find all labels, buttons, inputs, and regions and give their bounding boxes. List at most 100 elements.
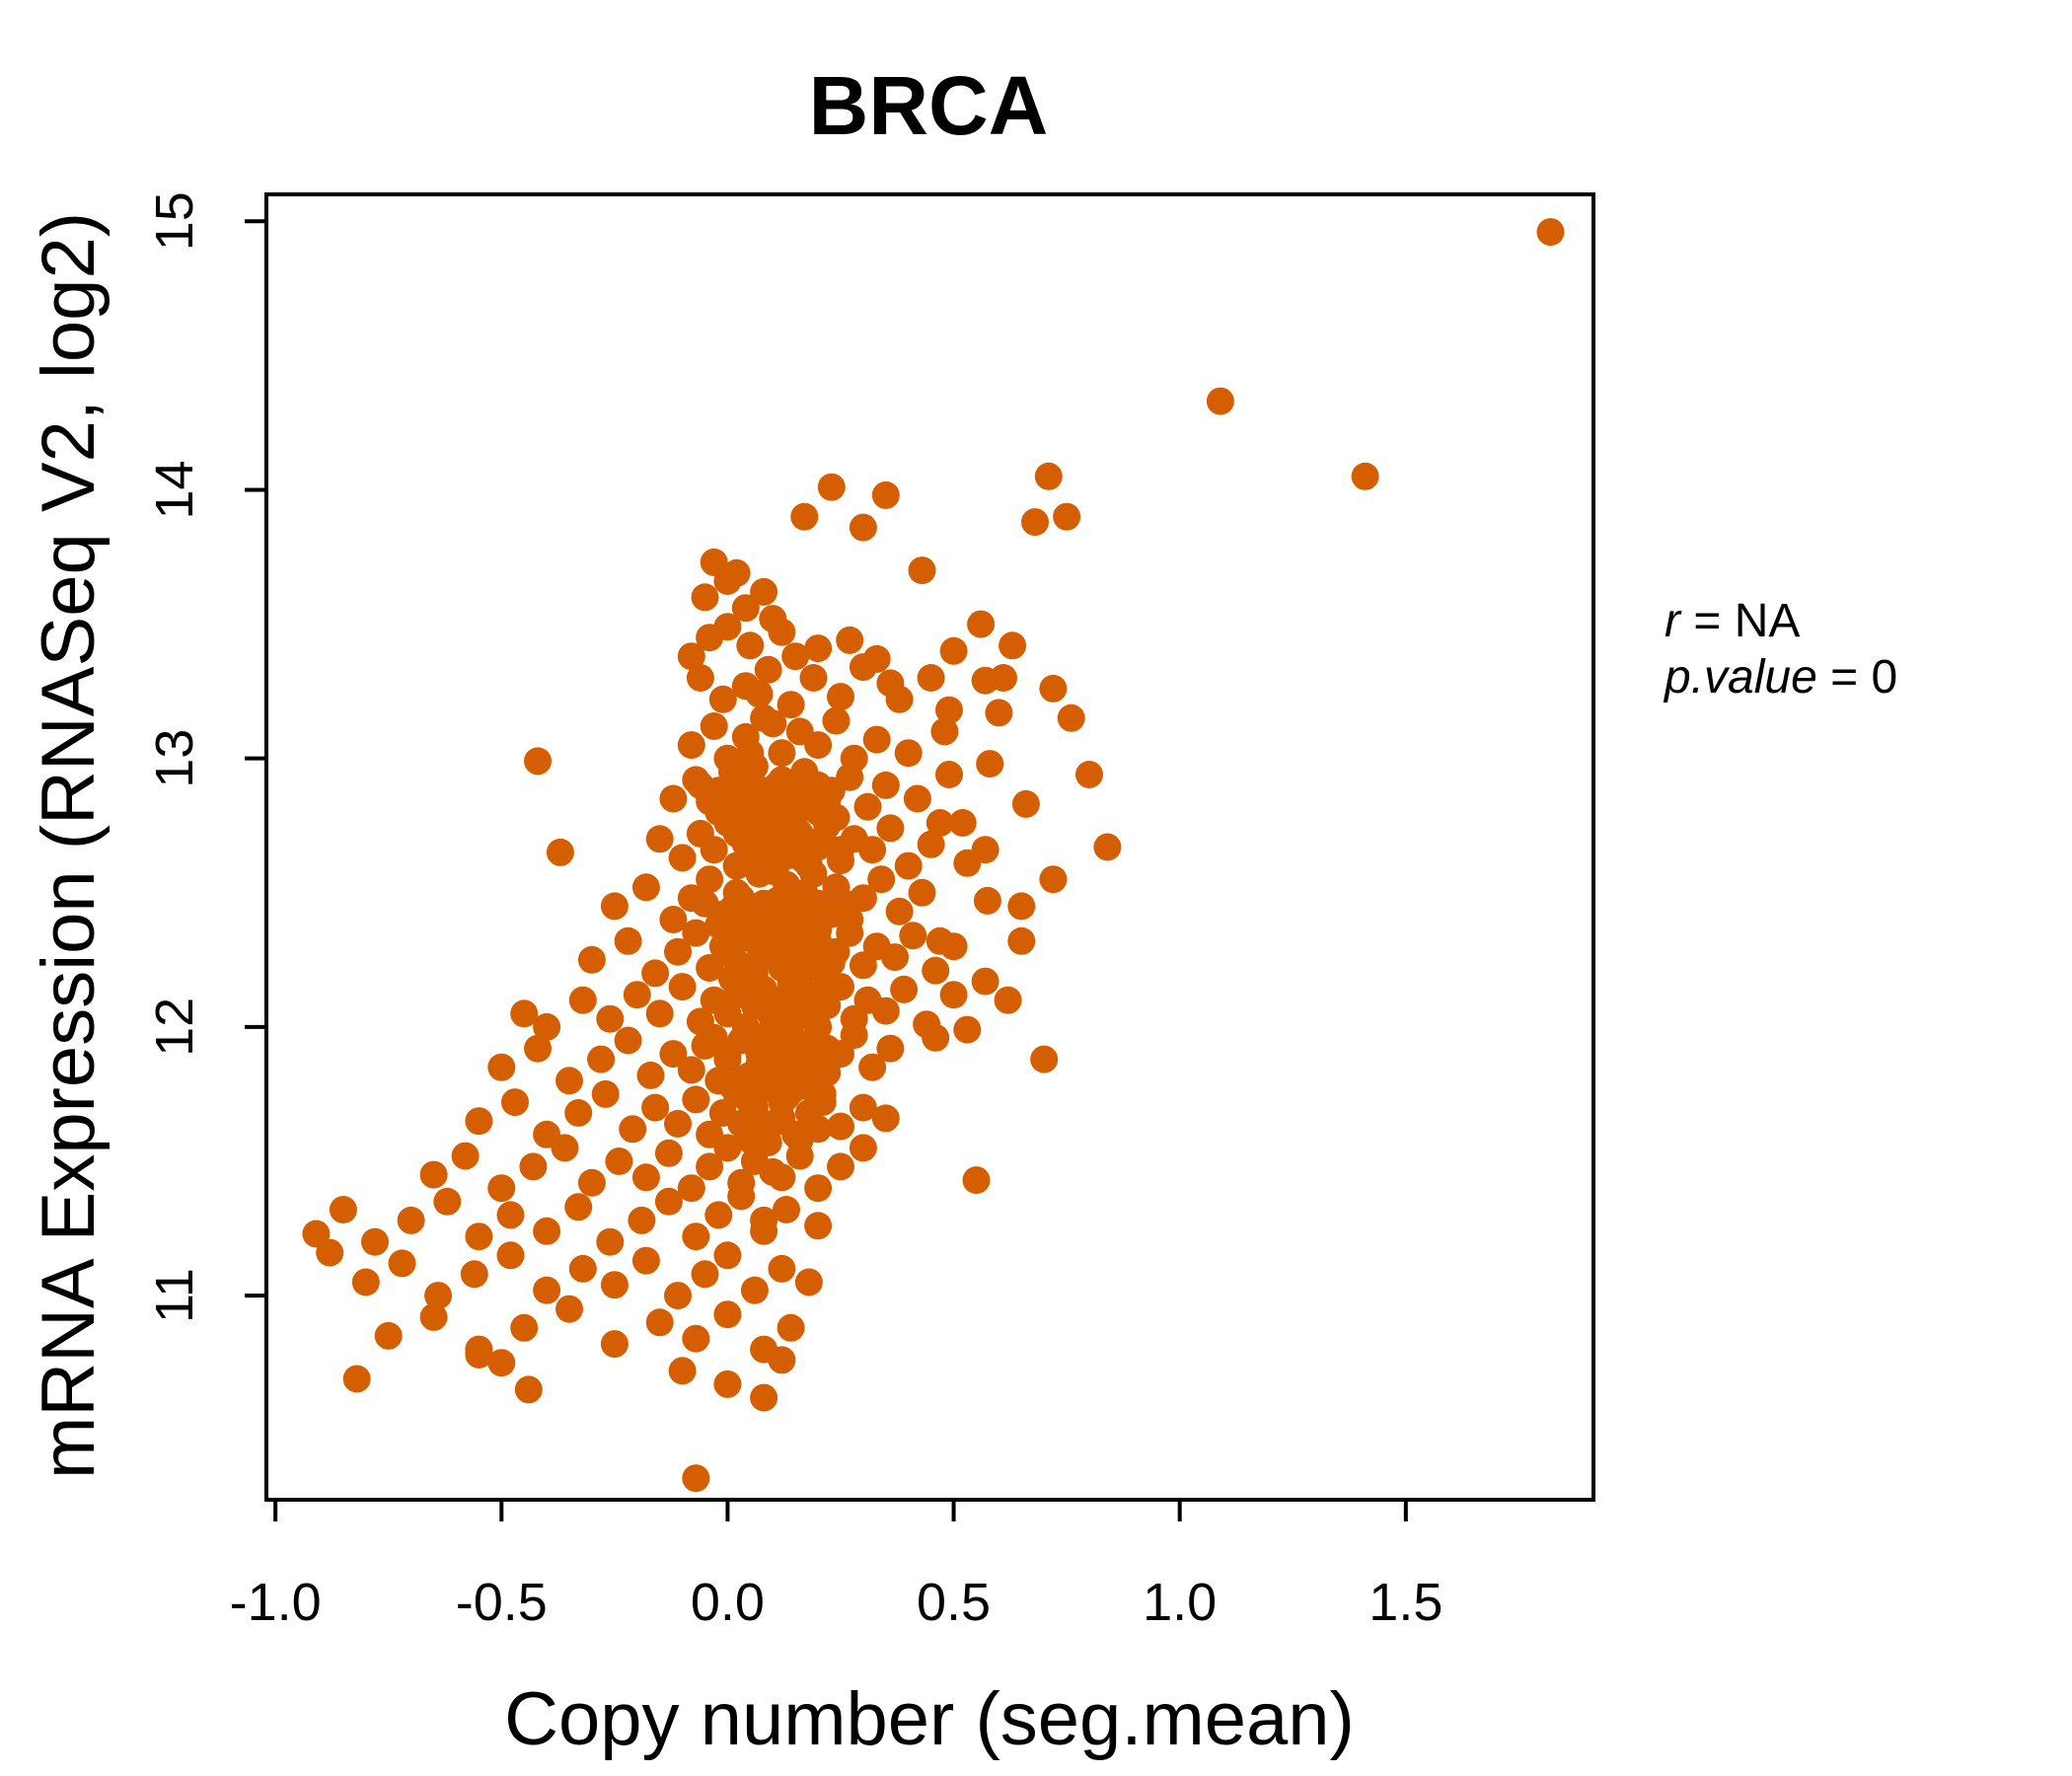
data-point xyxy=(871,481,900,509)
axes-layer: -1.0 -0.5 0.0 0.5 1.0 1.5 11 12 13 14 15 xyxy=(145,191,1443,1632)
data-point xyxy=(533,1012,561,1041)
data-point xyxy=(750,1120,778,1148)
data-point xyxy=(990,664,1017,692)
data-point xyxy=(871,771,900,799)
data-point xyxy=(836,763,864,791)
data-point xyxy=(700,712,728,740)
data-point xyxy=(849,1134,877,1162)
data-point xyxy=(424,1282,453,1310)
data-point xyxy=(1075,761,1103,788)
data-point xyxy=(908,556,936,585)
data-point xyxy=(994,986,1022,1014)
data-point xyxy=(773,1196,800,1223)
data-point xyxy=(496,1201,525,1229)
data-point xyxy=(600,892,629,921)
data-point xyxy=(659,784,688,813)
data-point xyxy=(1034,462,1063,490)
data-point xyxy=(419,1302,448,1331)
data-point xyxy=(836,919,864,947)
data-point xyxy=(510,1313,539,1342)
data-point xyxy=(546,838,574,866)
data-point xyxy=(727,1109,756,1138)
data-point xyxy=(1039,865,1068,894)
data-point xyxy=(750,1383,778,1412)
data-point xyxy=(645,1308,674,1337)
data-point xyxy=(1057,703,1085,732)
y-axis-title: mRNA Expression (RNASeq V2, log2) xyxy=(27,212,111,1479)
data-point xyxy=(858,1053,887,1081)
data-point xyxy=(777,975,805,1003)
data-point xyxy=(677,731,705,760)
data-point xyxy=(696,954,724,982)
data-point xyxy=(794,992,823,1020)
data-point xyxy=(465,1341,493,1369)
data-point xyxy=(817,948,846,977)
data-point xyxy=(664,1282,692,1310)
x-tick-label: 1.0 xyxy=(1143,1573,1217,1632)
data-point xyxy=(759,997,787,1025)
x-tick-label: 0.0 xyxy=(691,1573,765,1632)
data-point xyxy=(935,696,963,724)
data-point xyxy=(827,683,854,711)
data-point xyxy=(568,986,597,1014)
data-point xyxy=(750,1206,778,1234)
stat-pvalue-value: = 0 xyxy=(1817,651,1897,703)
data-point xyxy=(925,809,954,837)
x-tick-label: -0.5 xyxy=(456,1573,548,1632)
data-point xyxy=(885,685,914,713)
data-point xyxy=(713,1134,742,1162)
data-point xyxy=(460,1260,488,1289)
data-point xyxy=(1007,926,1036,955)
data-point xyxy=(713,1369,742,1398)
data-point xyxy=(631,873,660,902)
data-point xyxy=(641,959,670,988)
data-point xyxy=(808,1088,837,1117)
data-point xyxy=(704,1201,733,1229)
data-point xyxy=(631,1163,660,1192)
data-point xyxy=(397,1206,425,1234)
data-point xyxy=(388,1249,416,1278)
data-point xyxy=(740,752,769,780)
data-point xyxy=(768,1254,796,1283)
data-point xyxy=(614,926,642,955)
data-point xyxy=(827,836,854,864)
data-point xyxy=(804,634,833,663)
data-point xyxy=(374,1321,403,1350)
data-point xyxy=(641,1093,670,1122)
data-point xyxy=(768,739,796,768)
data-point xyxy=(799,664,828,692)
plot-title: BRCA xyxy=(809,59,1049,152)
data-point xyxy=(682,1222,710,1251)
data-point xyxy=(836,626,864,654)
data-point xyxy=(524,747,552,776)
data-point xyxy=(948,809,977,837)
data-point xyxy=(817,473,846,501)
data-point xyxy=(953,849,982,877)
data-point xyxy=(876,814,905,843)
data-point xyxy=(917,830,945,858)
data-point xyxy=(577,945,606,974)
data-point xyxy=(894,739,923,768)
data-point xyxy=(917,664,945,692)
data-point xyxy=(713,1040,742,1069)
data-point xyxy=(1021,508,1049,537)
data-point xyxy=(1007,892,1036,921)
x-tick-label: 1.5 xyxy=(1369,1573,1443,1632)
data-point xyxy=(451,1142,480,1170)
data-point xyxy=(524,1034,552,1063)
data-point xyxy=(510,999,539,1028)
data-point xyxy=(831,889,859,918)
data-point xyxy=(596,1227,625,1256)
data-point xyxy=(813,970,842,999)
data-point xyxy=(903,784,931,813)
data-point xyxy=(1093,833,1122,861)
data-point xyxy=(645,999,674,1028)
data-point xyxy=(700,836,728,864)
data-point xyxy=(568,1254,597,1283)
data-point xyxy=(727,1182,756,1211)
data-point xyxy=(614,1026,642,1055)
data-point xyxy=(664,937,692,966)
data-point xyxy=(351,1268,380,1296)
data-point xyxy=(849,653,877,682)
